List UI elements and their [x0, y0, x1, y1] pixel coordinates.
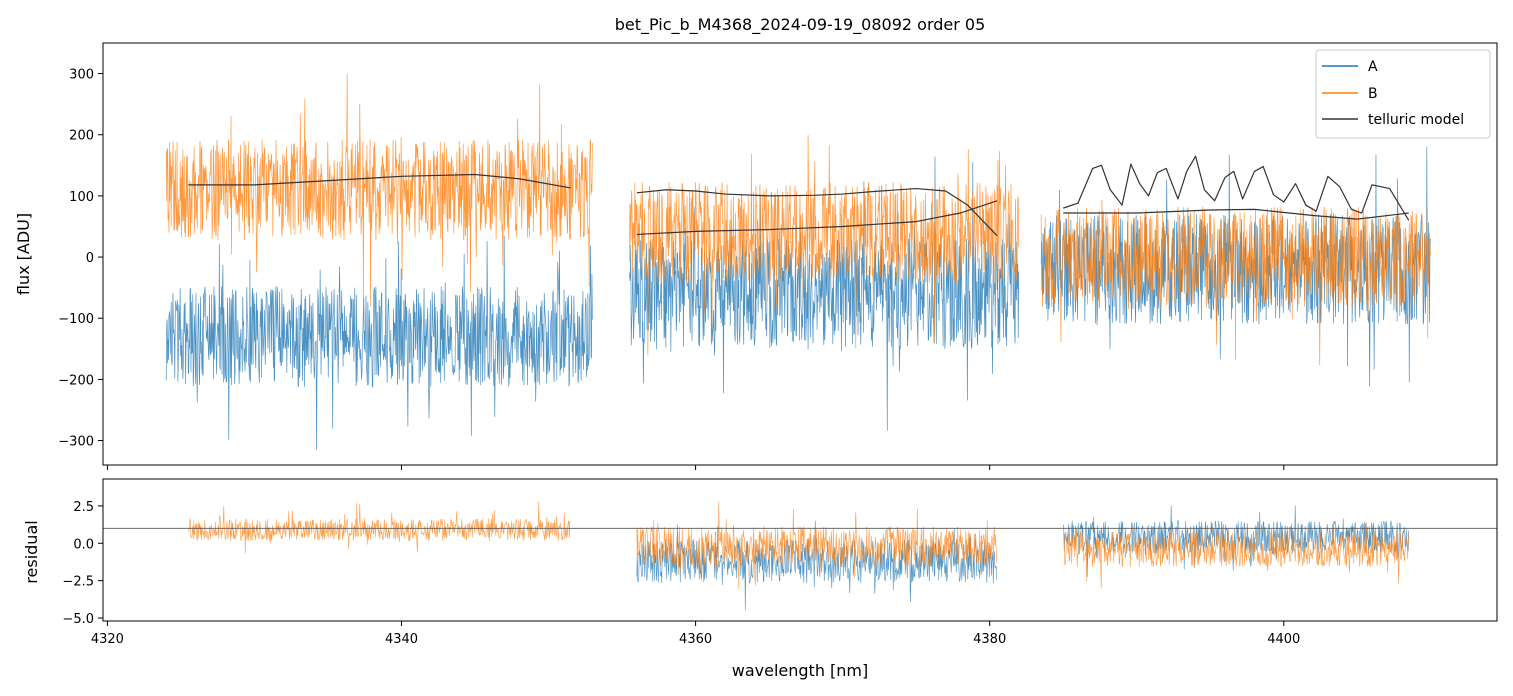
residual-x-ticks: 4320 4340 4360 4380 4400	[91, 621, 1300, 647]
legend-telluric-label: telluric model	[1368, 112, 1464, 128]
telluric-model-line-3	[636, 200, 998, 236]
legend: A B telluric model	[1315, 49, 1491, 139]
residual-axes-frame	[102, 478, 1498, 622]
residual-x-tick-label: 4320	[91, 632, 124, 647]
residual-series-group	[103, 501, 1497, 610]
telluric-model-line-4	[1063, 155, 1410, 221]
flux-y-tick-label: −200	[58, 373, 94, 388]
residual-y-tick-label: 0.0	[73, 537, 94, 552]
chart-title: bet_Pic_b_M4368_2024-09-19_08092 order 0…	[615, 15, 986, 35]
residual-x-tick-label: 4400	[1267, 632, 1300, 647]
residual-y-tick-label: 2.5	[73, 500, 94, 515]
telluric-model-line-2	[636, 187, 998, 237]
flux-series-a-segment-2	[629, 156, 1020, 431]
legend-frame	[1315, 49, 1491, 139]
flux-x-ticks	[106, 465, 1285, 470]
residual-y-label: residual	[22, 520, 41, 583]
telluric-model-line-1	[188, 173, 571, 189]
flux-series-b-segment-1	[165, 73, 593, 307]
residual-y-tick-label: −2.5	[62, 575, 94, 590]
flux-series-b-segment-3	[1040, 199, 1431, 366]
flux-series-a-segment-1	[165, 235, 593, 450]
flux-series-b-segment-2	[629, 134, 1020, 356]
flux-panel: −300 −200 −100 0 100 200 300 flux [ADU] A B te…	[14, 42, 1498, 470]
residual-x-tick-label: 4340	[385, 632, 418, 647]
residual-x-tick-label: 4380	[973, 632, 1006, 647]
flux-y-ticks: −300 −200 −100 0 100 200 300	[58, 68, 103, 450]
residual-series-b-segment-2	[636, 501, 998, 589]
flux-y-tick-label: 200	[69, 129, 94, 144]
flux-y-tick-label: 0	[86, 251, 94, 266]
residual-panel: −5.0 −2.5 0.0 2.5 4320 4340 4360 4380 4400 resi…	[22, 478, 1498, 647]
legend-a-label: A	[1368, 59, 1378, 75]
residual-x-tick-label: 4360	[679, 632, 712, 647]
telluric-model-line-5	[1063, 208, 1409, 220]
flux-y-tick-label: 300	[69, 68, 94, 83]
residual-y-ticks: −5.0 −2.5 0.0 2.5	[62, 500, 103, 627]
flux-y-tick-label: −100	[58, 312, 94, 327]
residual-y-tick-label: −5.0	[62, 612, 94, 627]
residual-series-b-segment-1	[187, 501, 571, 554]
flux-y-label: flux [ADU]	[14, 213, 33, 295]
flux-y-tick-label: −300	[58, 435, 94, 450]
residual-series-b-segment-3	[1063, 522, 1410, 589]
legend-b-label: B	[1368, 86, 1378, 102]
flux-series-group	[165, 73, 1431, 450]
flux-y-tick-label: 100	[69, 190, 94, 205]
x-axis-label: wavelength [nm]	[732, 661, 869, 680]
flux-axes-frame	[102, 42, 1498, 466]
